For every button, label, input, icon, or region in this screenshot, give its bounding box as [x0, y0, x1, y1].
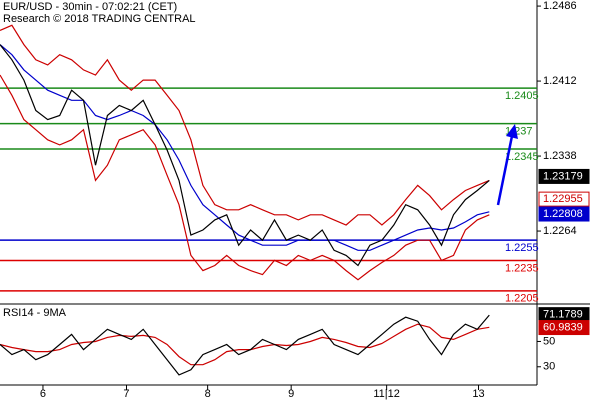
y-tick-label: 30	[543, 361, 555, 373]
series-line	[0, 74, 490, 281]
series-line	[0, 24, 490, 226]
chart-subtitle: Research © 2018 TRADING CENTRAL	[3, 13, 196, 25]
projection-arrow	[496, 135, 514, 206]
value-box	[538, 206, 590, 222]
level-label: 1.2255	[505, 242, 539, 254]
value-box-label: 71.1789	[543, 309, 583, 321]
series-line	[0, 44, 490, 267]
x-tick-label: 9	[288, 388, 294, 400]
x-tick-label: 11|12	[373, 388, 400, 400]
level-label: 1.2345	[505, 151, 539, 163]
value-box-label: 1.23179	[543, 170, 583, 182]
series-line	[0, 323, 490, 366]
x-tick-label: 8	[205, 388, 211, 400]
level-label: 1.2205	[505, 293, 539, 305]
y-tick-label: 1.2486	[543, 0, 577, 12]
value-box-label: 60.9839	[543, 321, 583, 333]
arrow-head	[506, 124, 518, 139]
value-box	[538, 191, 590, 207]
value-box	[538, 320, 590, 336]
y-tick-label: 1.2338	[543, 150, 577, 162]
rsi-title: RSI14 - 9MA	[3, 307, 67, 319]
value-box	[538, 168, 590, 184]
chart-title: EUR/USD - 30min - 07:02:21 (CET)	[3, 1, 177, 13]
y-tick-label: 50	[543, 335, 555, 347]
value-box-label: 1.22808	[543, 208, 583, 220]
x-tick-label: 13	[472, 388, 484, 400]
series-line	[0, 314, 490, 376]
value-box-label: 1.22955	[543, 193, 583, 205]
x-tick-label: 7	[123, 388, 129, 400]
level-label: 1.2405	[505, 90, 539, 102]
level-label: 1.2235	[505, 262, 539, 274]
y-tick-label: 1.2264	[543, 225, 577, 237]
x-tick-label: 6	[40, 388, 46, 400]
y-tick-label: 1.2412	[543, 75, 577, 87]
